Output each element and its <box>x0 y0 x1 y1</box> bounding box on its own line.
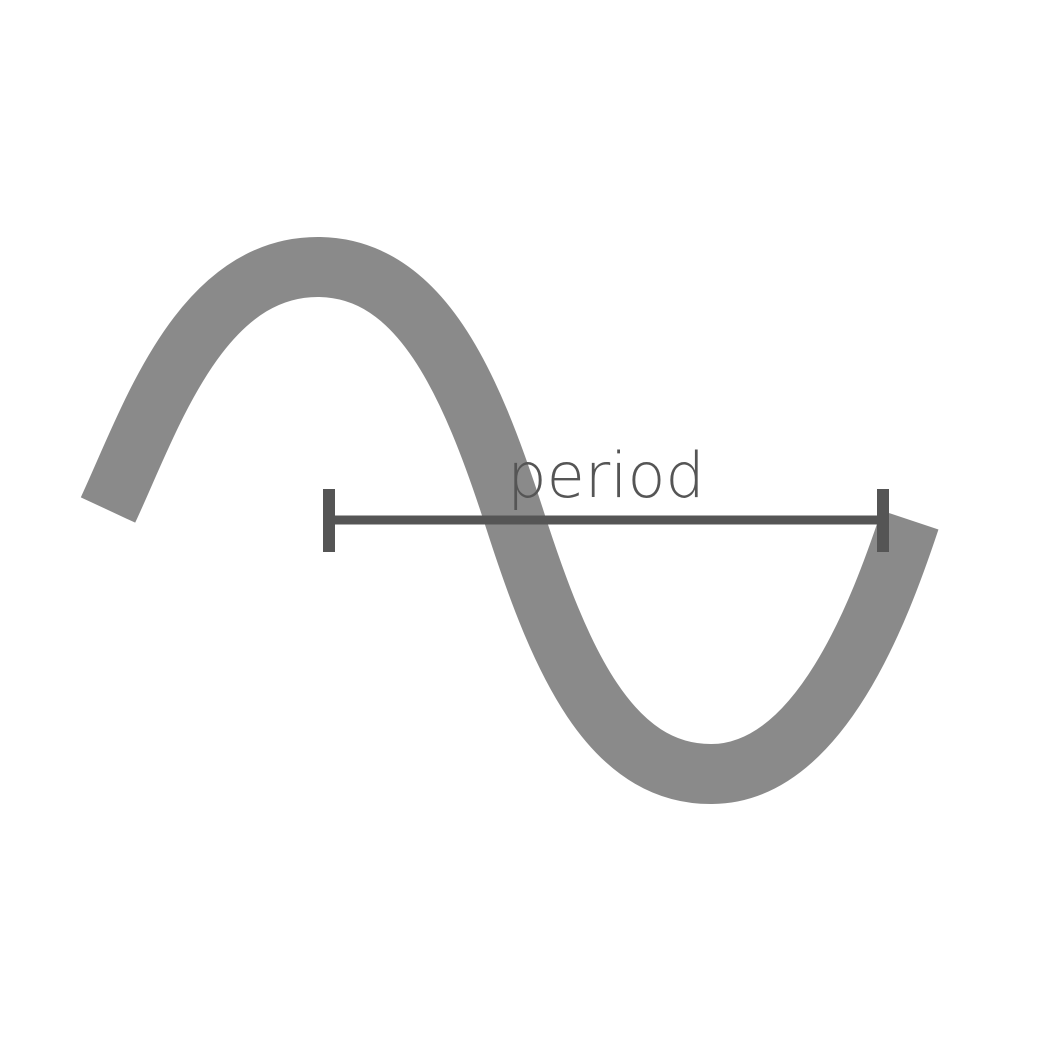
period-bracket <box>323 489 889 552</box>
period-label: period <box>507 439 705 512</box>
